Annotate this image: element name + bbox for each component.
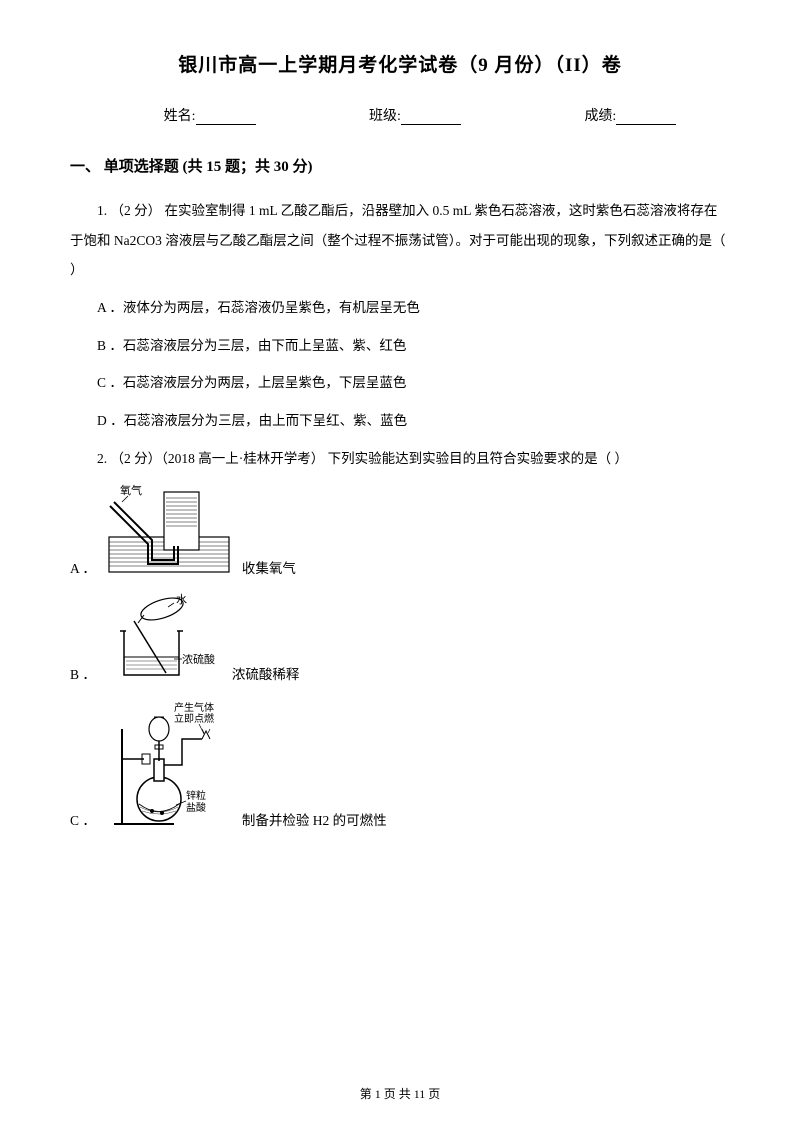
q2-option-a: A ． 氧气 收集氧气 (70, 482, 730, 581)
q1-option-b: B ．石蕊溶液层分为三层，由下而上呈蓝、紫、红色 (70, 331, 730, 361)
q2-b-label: B ． (70, 663, 96, 687)
exam-title: 银川市高一上学期月考化学试卷（9 月份）（II）卷 (70, 50, 730, 77)
oxygen-label: 氧气 (120, 483, 142, 497)
zinc-label: 锌粒 (186, 789, 206, 802)
q1-option-c: C ．石蕊溶液层分为两层，上层呈紫色，下层呈蓝色 (70, 368, 730, 398)
name-blank (196, 111, 256, 125)
q2-b-text: 浓硫酸稀释 (232, 663, 300, 687)
name-label: 姓名: (164, 105, 196, 125)
q1-option-a: A ．液体分为两层，石蕊溶液仍呈紫色，有机层呈无色 (70, 293, 730, 323)
q2-option-b: B ． 水 浓硫酸 浓硫酸稀释 (70, 593, 730, 687)
q1-stem: 1. （2 分） 在实验室制得 1 mL 乙酸乙酯后，沿器壁加入 0.5 mL … (70, 196, 730, 285)
score-label: 成绩: (584, 105, 616, 125)
info-row: 姓名: 班级: 成绩: (70, 105, 730, 125)
q2-c-text: 制备并检验 H2 的可燃性 (242, 809, 387, 833)
q2-c-label: C ． (70, 809, 96, 833)
hcl-label: 盐酸 (186, 801, 206, 814)
q2-a-label: A ． (70, 557, 96, 581)
page-footer: 第 1 页 共 11 页 (0, 1085, 800, 1102)
dilute-acid-diagram: 水 浓硫酸 (104, 593, 224, 687)
q1-option-d: D ．石蕊溶液层分为三层，由上而下呈红、紫、蓝色 (70, 406, 730, 436)
acid-label: 浓硫酸 (182, 652, 215, 666)
ignite-label: 产生气体 (174, 701, 214, 714)
water-label: 水 (176, 593, 187, 606)
q2-stem: 2. （2 分）（2018 高一上·桂林开学考） 下列实验能达到实验目的且符合实… (70, 444, 730, 474)
score-blank (616, 111, 676, 125)
class-label: 班级: (369, 105, 401, 125)
oxygen-collect-diagram: 氧气 (104, 482, 234, 581)
q2-a-text: 收集氧气 (242, 557, 296, 581)
hydrogen-apparatus-diagram: 产生气体 立即点燃 锌粒 盐酸 (104, 699, 234, 833)
ignite-label2: 立即点燃 (174, 712, 214, 725)
q2-option-c: C ． (70, 699, 730, 833)
section-heading: 一、 单项选择题 (共 15 题；共 30 分) (70, 155, 730, 176)
class-blank (401, 111, 461, 125)
